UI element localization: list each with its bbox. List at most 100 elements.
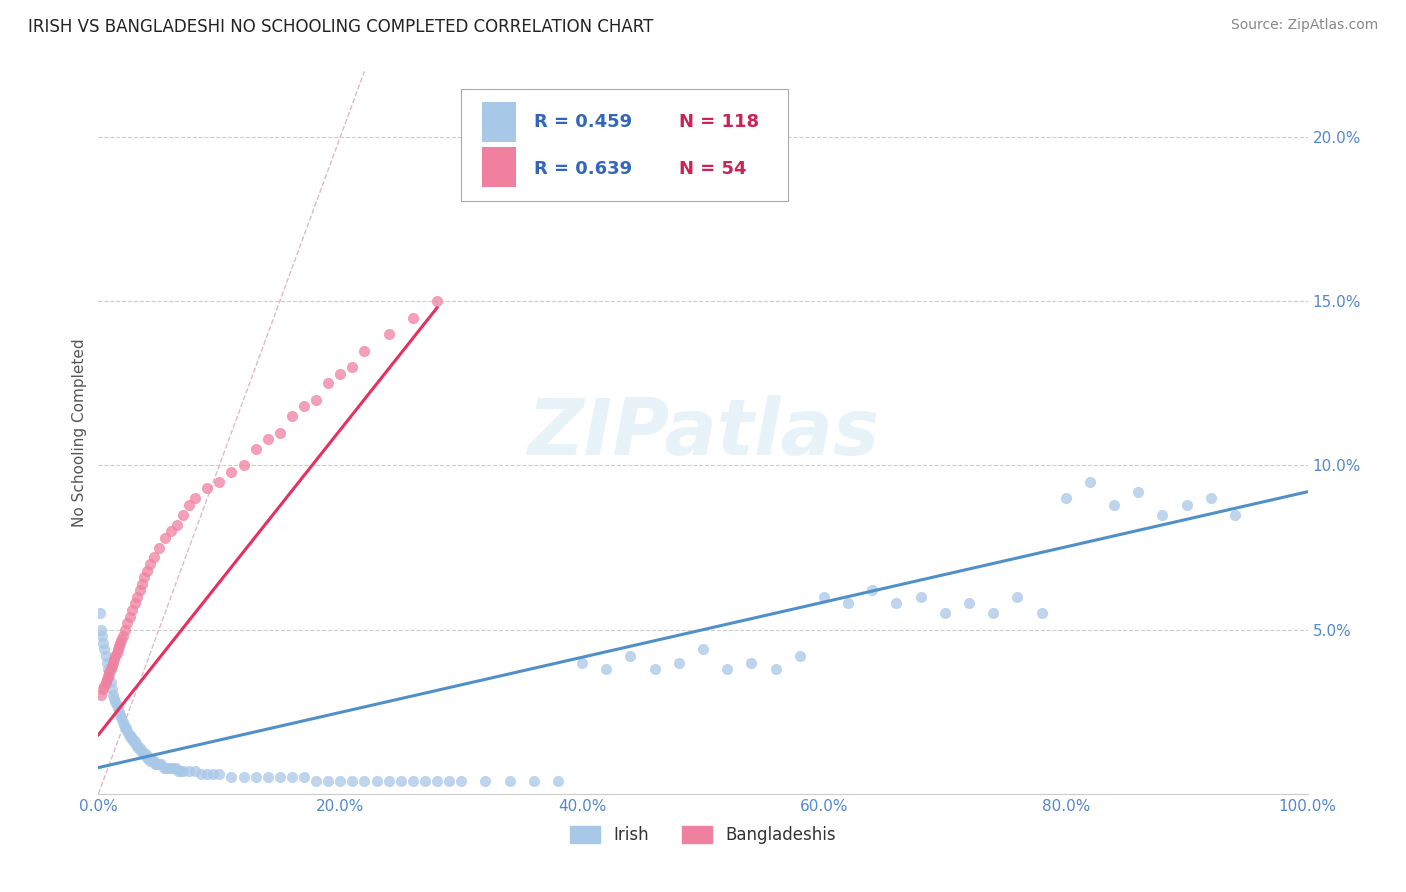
Point: [96, 672, 118, 686]
Point: [316, 773, 339, 788]
Point: [165, 761, 187, 775]
Text: R = 0.639: R = 0.639: [534, 160, 631, 178]
Point: [353, 773, 375, 788]
Point: [813, 590, 835, 604]
Point: [104, 695, 127, 709]
Point: [100, 658, 122, 673]
Point: [523, 773, 546, 788]
Point: [135, 751, 157, 765]
Point: [1199, 491, 1222, 506]
Point: [716, 662, 738, 676]
Point: [127, 738, 149, 752]
Point: [342, 359, 364, 374]
Point: [232, 771, 254, 785]
Point: [97, 668, 120, 682]
Point: [134, 570, 156, 584]
Point: [269, 771, 291, 785]
Point: [120, 731, 142, 745]
Point: [108, 639, 131, 653]
Y-axis label: No Schooling Completed: No Schooling Completed: [72, 338, 87, 527]
Point: [127, 590, 149, 604]
Point: [292, 771, 315, 785]
Point: [105, 698, 128, 713]
Point: [98, 665, 121, 680]
Point: [619, 648, 641, 663]
Point: [426, 773, 449, 788]
Point: [143, 550, 166, 565]
Point: [1223, 508, 1246, 522]
Point: [125, 738, 148, 752]
Point: [281, 771, 304, 785]
Point: [245, 771, 267, 785]
Point: [179, 764, 201, 778]
Point: [1152, 508, 1174, 522]
Point: [131, 576, 153, 591]
Point: [169, 764, 191, 778]
Point: [107, 642, 129, 657]
Point: [329, 773, 352, 788]
FancyBboxPatch shape: [461, 89, 787, 202]
Point: [765, 662, 787, 676]
Point: [571, 656, 593, 670]
Point: [389, 773, 412, 788]
Point: [101, 689, 124, 703]
Point: [426, 294, 449, 309]
Point: [139, 754, 162, 768]
Point: [143, 754, 166, 768]
Point: [110, 632, 132, 647]
Point: [172, 508, 194, 522]
FancyBboxPatch shape: [482, 103, 516, 142]
Point: [139, 557, 162, 571]
Point: [789, 648, 811, 663]
Point: [143, 757, 166, 772]
Point: [377, 773, 399, 788]
Point: [413, 773, 436, 788]
Point: [108, 705, 131, 719]
Point: [172, 764, 194, 778]
Point: [96, 656, 118, 670]
Text: IRISH VS BANGLADESHI NO SCHOOLING COMPLETED CORRELATION CHART: IRISH VS BANGLADESHI NO SCHOOLING COMPLE…: [28, 18, 654, 36]
Point: [107, 701, 129, 715]
Point: [145, 757, 167, 772]
Point: [124, 596, 146, 610]
Point: [437, 773, 460, 788]
Point: [886, 596, 908, 610]
Point: [104, 648, 127, 663]
Point: [118, 609, 141, 624]
Point: [152, 761, 174, 775]
Point: [232, 458, 254, 473]
Point: [128, 740, 150, 755]
Point: [292, 400, 315, 414]
Point: [142, 754, 165, 768]
Point: [934, 607, 956, 621]
Point: [117, 724, 139, 739]
Point: [498, 773, 520, 788]
Point: [910, 590, 932, 604]
Point: [644, 662, 666, 676]
Point: [692, 642, 714, 657]
Point: [160, 524, 183, 538]
Point: [112, 718, 135, 732]
Point: [117, 616, 139, 631]
Point: [91, 629, 114, 643]
Point: [93, 642, 115, 657]
Point: [131, 744, 153, 758]
Point: [138, 751, 160, 765]
Point: [256, 432, 278, 446]
Point: [316, 376, 339, 391]
Point: [1031, 607, 1053, 621]
Point: [135, 747, 157, 762]
Point: [305, 773, 328, 788]
Point: [100, 675, 122, 690]
Point: [208, 767, 231, 781]
Point: [1054, 491, 1077, 506]
Point: [94, 648, 117, 663]
Point: [202, 767, 225, 781]
Point: [474, 773, 496, 788]
Point: [281, 409, 304, 424]
Point: [190, 767, 212, 781]
Point: [129, 744, 152, 758]
Point: [195, 482, 218, 496]
Point: [103, 652, 125, 666]
Point: [121, 731, 143, 745]
